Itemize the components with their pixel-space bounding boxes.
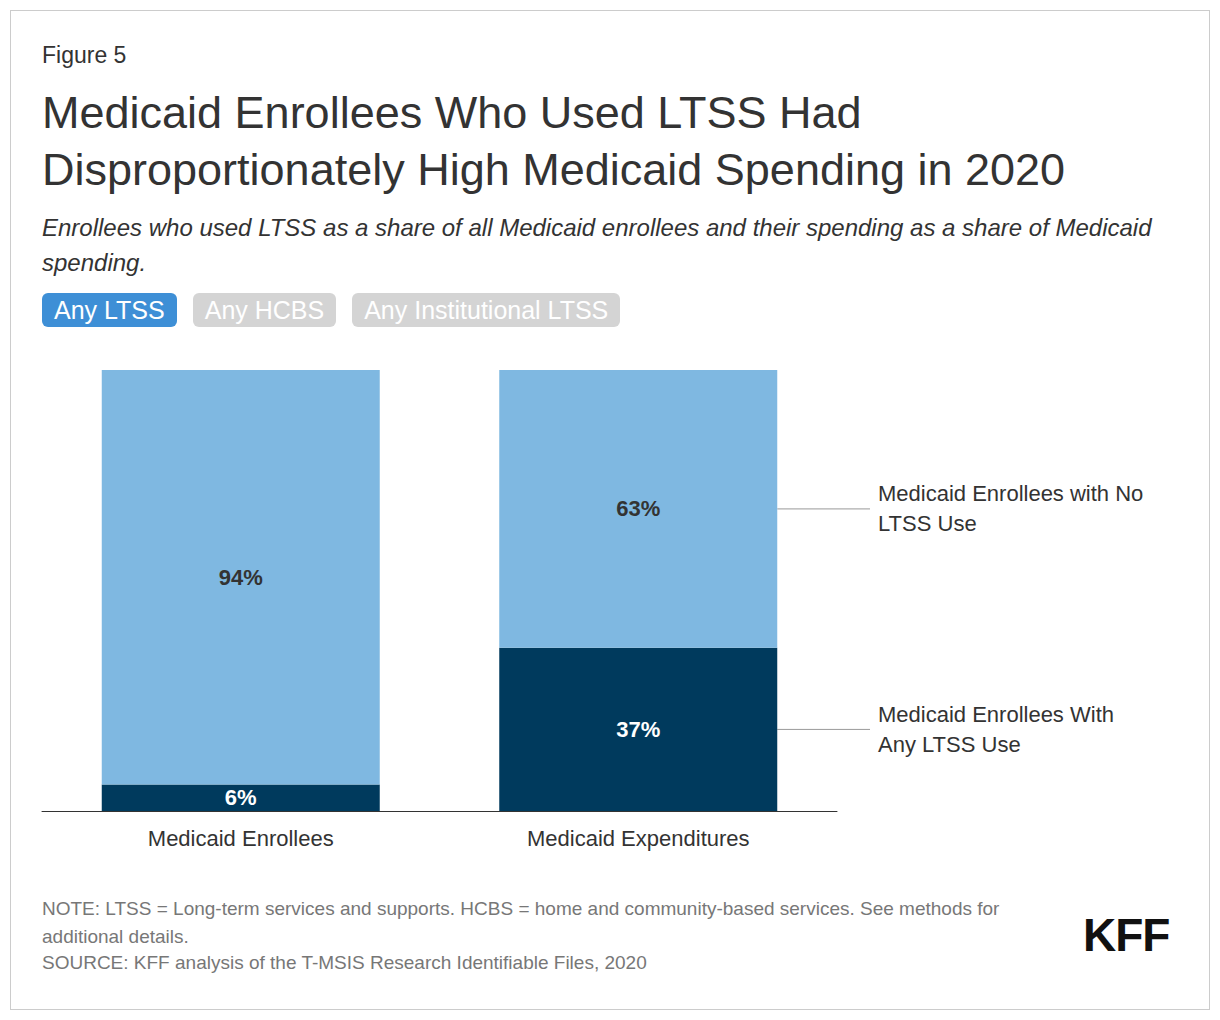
html-text:Any Institutional LTSS: Any Institutional LTSS [364, 296, 609, 324]
html-text:KFF: KFF [1083, 909, 1170, 961]
html-text:Figure 5: Figure 5 [42, 42, 127, 68]
svg-text:63%: 63% [616, 496, 660, 521]
svg-text:6%: 6% [225, 785, 257, 810]
svg-text:Medicaid Expenditures: Medicaid Expenditures [527, 826, 750, 851]
svg-text:Medicaid Enrollees: Medicaid Enrollees [148, 826, 334, 851]
svg-text:Medicaid Enrollees with No: Medicaid Enrollees with No [878, 481, 1149, 506]
svg-text:37%: 37% [616, 717, 660, 742]
html-text:Any LTSS: Any LTSS [54, 296, 165, 324]
svg-text:Medicaid Enrollees With: Medicaid Enrollees With [878, 702, 1120, 727]
html-text:SOURCE: KFF analysis of the T-: SOURCE: KFF analysis of the T-MSIS Resea… [42, 952, 647, 973]
svg-text:94%: 94% [219, 565, 263, 590]
html-text:Any HCBS: Any HCBS [204, 296, 325, 324]
html-text:Enrollees who used LTSS as a s: Enrollees who used LTSS as a share of al… [42, 214, 1152, 276]
html-text:Medicaid Enrollees Who Used LT: Medicaid Enrollees Who Used LTSS Had Dis… [42, 87, 1066, 195]
svg-text:LTSS Use: LTSS Use [878, 511, 977, 536]
svg-text:Any LTSS Use: Any LTSS Use [878, 732, 1021, 757]
html-text:NOTE: LTSS = Long-term service: NOTE: LTSS = Long-term services and supp… [42, 898, 1000, 947]
